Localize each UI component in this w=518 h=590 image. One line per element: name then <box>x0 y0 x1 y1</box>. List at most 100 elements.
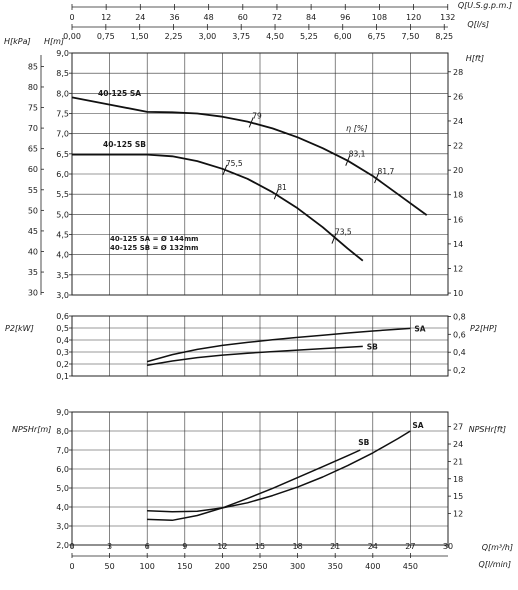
lmin-tick-label: 50 <box>105 562 115 571</box>
ls-tick-label: 0,00 <box>63 32 81 41</box>
efficiency-mark <box>222 164 228 176</box>
ls-tick-label: 0,75 <box>97 32 115 41</box>
efficiency-mark <box>248 117 254 128</box>
diameter-legend-line: 40-125 SB = Ø 132mm <box>110 244 198 252</box>
m3h-tick-label: 12 <box>217 542 227 551</box>
npsh-m-tick-label: 5,0 <box>56 484 69 493</box>
kpa-tick-label: 35 <box>28 268 38 277</box>
head-m-tick-label: 4,0 <box>56 251 69 260</box>
power-kw-tick-label: 0,3 <box>56 348 69 357</box>
head-m-tick-label: 3,0 <box>56 291 69 300</box>
head-m-tick-label: 6,5 <box>56 150 69 159</box>
kpa-tick-label: 40 <box>28 247 38 256</box>
head-ft-tick-label: 14 <box>453 240 463 249</box>
ls-tick-label: 4,50 <box>266 32 284 41</box>
power-hp-tick-label: 0,8 <box>453 312 466 321</box>
m3h-axis-label: Q[m³/h] <box>482 543 513 552</box>
npsh-m-tick-label: 9,0 <box>56 408 69 417</box>
ls-tick-label: 6,75 <box>368 32 386 41</box>
gpm-tick-label: 48 <box>204 13 214 22</box>
power-curve-sa <box>146 327 411 363</box>
head-ft-tick-label: 26 <box>453 92 463 101</box>
ls-tick-label: 3,00 <box>198 32 216 41</box>
npsh-m-axis-label: NPSHr[m] <box>12 425 51 434</box>
npsh-ft-tick-label: 15 <box>453 492 463 501</box>
lmin-tick-label: 350 <box>328 562 343 571</box>
head-m-tick-label: 8,0 <box>56 89 69 98</box>
npsh-ft-axis-label: NPSHr[ft] <box>469 425 506 434</box>
head-m-tick-label: 7,5 <box>56 110 69 119</box>
m3h-tick-label: 18 <box>293 542 303 551</box>
npsh-m-tick-label: 7,0 <box>56 446 69 455</box>
head-ft-tick-label: 22 <box>453 142 463 151</box>
head-m-tick-label: 8,5 <box>56 69 69 78</box>
kpa-tick-label: 60 <box>28 165 38 174</box>
head-curve-sa <box>71 96 428 216</box>
head-ft-tick-label: 28 <box>453 68 463 77</box>
npsh-curve-sa <box>147 430 411 513</box>
head-ft-axis-label: H[ft] <box>466 54 484 63</box>
npsh-series-label-sb: SB <box>358 438 369 447</box>
gpm-axis-label: Q[U.S.g.p.m.] <box>458 1 512 10</box>
power-hp-tick-label: 0,4 <box>453 348 466 357</box>
gpm-tick-label: 132 <box>440 13 455 22</box>
lmin-tick-label: 250 <box>252 562 267 571</box>
m3h-tick-label: 24 <box>368 542 378 551</box>
npsh-ft-tick-label: 27 <box>453 423 463 432</box>
head-ft-tick-label: 16 <box>453 215 463 224</box>
power-kw-tick-label: 0,2 <box>56 360 69 369</box>
kpa-tick-label: 70 <box>28 124 38 133</box>
power-series-label-sb: SB <box>367 342 378 351</box>
diameter-legend-line: 40-125 SA = Ø 144mm <box>110 235 198 243</box>
efficiency-annotation: 73,5 <box>335 228 352 237</box>
efficiency-label: η [%] <box>346 124 367 133</box>
kpa-tick-label: 50 <box>28 206 38 215</box>
gpm-tick-label: 120 <box>406 13 421 22</box>
npsh-m-tick-label: 6,0 <box>56 465 69 474</box>
efficiency-mark <box>345 155 351 166</box>
head-ft-tick-label: 24 <box>453 117 463 126</box>
power-curve-sb <box>147 345 363 366</box>
m3h-tick-label: 0 <box>69 542 74 551</box>
head-ft-tick-label: 20 <box>453 166 463 175</box>
kpa-tick-label: 75 <box>28 104 38 113</box>
kpa-tick-label: 45 <box>28 227 38 236</box>
head-m-tick-label: 6,0 <box>56 170 69 179</box>
lmin-tick-label: 450 <box>403 562 418 571</box>
npsh-ft-tick-label: 24 <box>453 440 463 449</box>
head-series-label-sb: 40-125 SB <box>103 140 146 149</box>
head-m-tick-label: 3,5 <box>56 271 69 280</box>
ls-tick-label: 3,75 <box>232 32 250 41</box>
m3h-tick-label: 21 <box>330 542 340 551</box>
power-kw-axis-label: P2[kW] <box>5 324 34 333</box>
kpa-tick-label: 85 <box>28 62 38 71</box>
ls-tick-label: 6,00 <box>334 32 352 41</box>
efficiency-mark <box>331 233 337 244</box>
lmin-tick-label: 400 <box>365 562 380 571</box>
gpm-tick-label: 36 <box>169 13 179 22</box>
head-m-tick-label: 9,0 <box>56 49 69 58</box>
power-hp-axis-label: P2[HP] <box>470 324 497 333</box>
npsh-ft-tick-label: 21 <box>453 457 463 466</box>
power-kw-tick-label: 0,6 <box>56 312 69 321</box>
gpm-tick-label: 0 <box>69 13 74 22</box>
npsh-ft-tick-label: 12 <box>453 510 463 519</box>
head-series-label-sa: 40-125 SA <box>98 89 141 98</box>
m3h-tick-label: 27 <box>405 542 415 551</box>
npsh-m-tick-label: 8,0 <box>56 427 69 436</box>
efficiency-mark <box>273 188 279 200</box>
kpa-tick-label: 80 <box>28 83 38 92</box>
ls-tick-label: 1,50 <box>131 32 149 41</box>
efficiency-annotation: 79 <box>252 111 262 120</box>
gpm-tick-label: 12 <box>101 13 111 22</box>
m3h-tick-label: 3 <box>107 542 112 551</box>
head-m-axis-label: H[m] <box>44 37 64 46</box>
efficiency-annotation: 81 <box>277 183 287 192</box>
gpm-tick-label: 24 <box>135 13 145 22</box>
head-ft-tick-label: 18 <box>453 191 463 200</box>
efficiency-annotation: 81,7 <box>378 167 395 176</box>
lmin-axis-label: Q[l/min] <box>478 560 511 569</box>
head-ft-tick-label: 12 <box>453 264 463 273</box>
kpa-axis-label: H[kPa] <box>4 37 31 46</box>
npsh-curve-sb <box>147 449 361 522</box>
